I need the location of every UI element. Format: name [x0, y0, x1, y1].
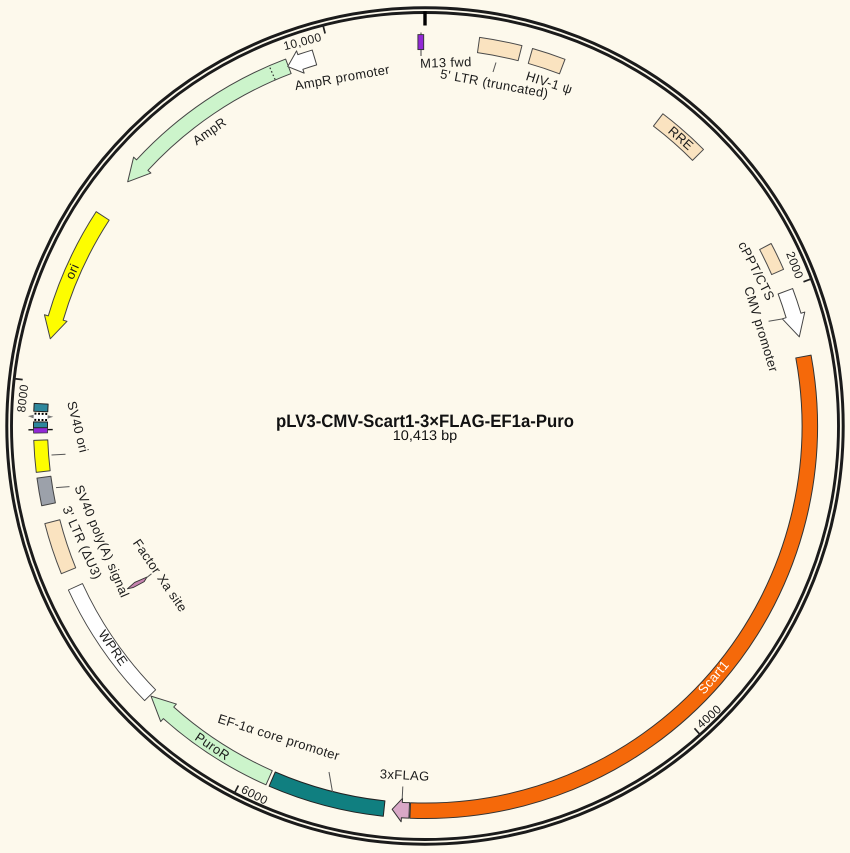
- svg-text:M13 fwd: M13 fwd: [420, 54, 472, 71]
- svg-text:8000: 8000: [14, 384, 31, 414]
- svg-text:3xFLAG: 3xFLAG: [379, 766, 430, 784]
- svg-text:10,413 bp: 10,413 bp: [393, 427, 458, 443]
- svg-text:ori: ori: [62, 261, 82, 281]
- svg-text:pLV3-CMV-Scart1-3×FLAG-EF1a-Pu: pLV3-CMV-Scart1-3×FLAG-EF1a-Puro: [276, 411, 574, 431]
